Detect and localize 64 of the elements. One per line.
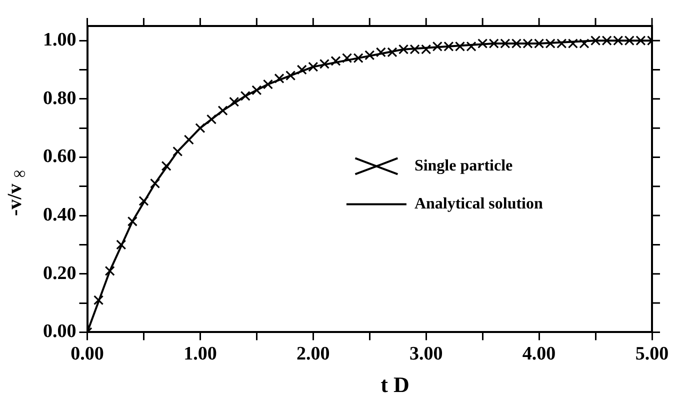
point xyxy=(602,36,612,46)
y-tick-label: 0.60 xyxy=(43,146,76,168)
point xyxy=(545,38,556,49)
point xyxy=(262,79,274,90)
x-tick-label: 5.00 xyxy=(635,344,669,365)
point xyxy=(342,53,352,64)
point xyxy=(410,44,420,54)
y-tick-label: 0.40 xyxy=(43,204,76,226)
point xyxy=(161,160,172,172)
point xyxy=(556,38,567,49)
point xyxy=(534,38,544,49)
point xyxy=(104,266,115,276)
legend-label: Single particle xyxy=(414,157,513,174)
point xyxy=(636,36,646,46)
point xyxy=(613,36,624,46)
point xyxy=(274,73,284,84)
point xyxy=(330,56,341,66)
point xyxy=(150,178,160,189)
x-tick-label: 2.00 xyxy=(296,344,330,365)
point xyxy=(488,38,499,49)
point xyxy=(387,47,398,58)
x-tick-label: 4.00 xyxy=(522,344,556,365)
legend-label: Analytical solution xyxy=(414,195,544,212)
point xyxy=(172,146,183,156)
point xyxy=(252,85,262,96)
point xyxy=(319,58,330,69)
point xyxy=(364,50,375,60)
point xyxy=(579,38,590,49)
point xyxy=(376,47,386,58)
point xyxy=(286,70,296,81)
point xyxy=(353,53,364,64)
point xyxy=(127,216,138,226)
x-tick-label: 0.00 xyxy=(70,344,104,365)
x-tick-label: 1.00 xyxy=(184,344,217,365)
point xyxy=(454,41,466,52)
x-axis-title: t D xyxy=(380,372,410,398)
point xyxy=(432,41,442,52)
point xyxy=(94,295,104,306)
point xyxy=(568,38,578,49)
point xyxy=(624,36,634,46)
point xyxy=(478,38,488,49)
point xyxy=(444,41,454,52)
x-tick-label: 3.00 xyxy=(409,344,443,365)
y-tick-label: 0.00 xyxy=(43,321,76,342)
point xyxy=(421,44,432,54)
point xyxy=(240,90,250,102)
point xyxy=(398,44,409,54)
point xyxy=(511,38,522,49)
point xyxy=(138,196,149,206)
point xyxy=(195,123,206,134)
point xyxy=(206,114,217,124)
point xyxy=(184,134,194,145)
point xyxy=(466,41,476,52)
y-tick-label: 0.20 xyxy=(43,262,76,284)
point xyxy=(229,96,240,107)
point xyxy=(218,106,228,116)
point xyxy=(500,38,510,49)
point xyxy=(522,38,533,49)
y-tick-label: 1.00 xyxy=(43,29,76,50)
point xyxy=(308,62,318,72)
point xyxy=(590,36,601,46)
point xyxy=(116,240,126,250)
point xyxy=(296,64,307,75)
y-tick-label: 0.80 xyxy=(43,88,76,109)
